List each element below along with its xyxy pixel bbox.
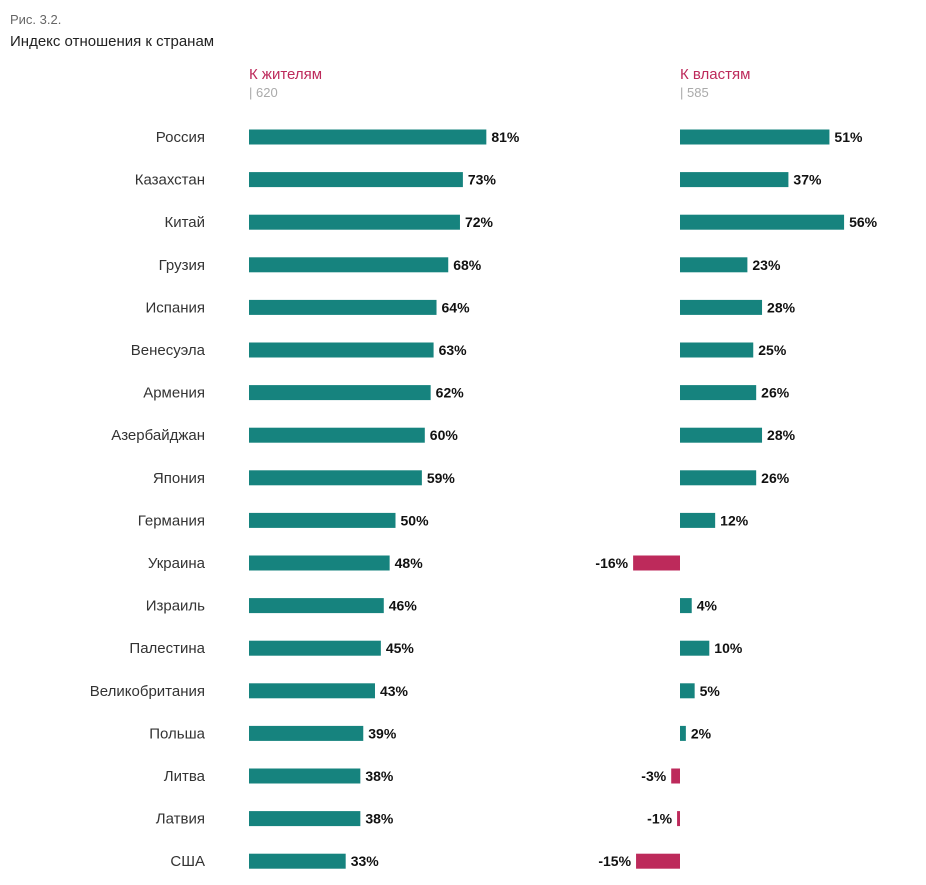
data-label: 25% bbox=[758, 342, 787, 358]
bar bbox=[680, 683, 695, 699]
data-label: 48% bbox=[395, 555, 424, 571]
series-sample-residents: | 620 bbox=[249, 85, 278, 100]
category-label: Япония bbox=[153, 470, 205, 487]
chart-title: Индекс отношения к странам bbox=[10, 33, 215, 50]
data-label: 73% bbox=[468, 172, 497, 188]
data-label: 68% bbox=[453, 257, 482, 273]
category-label: Германия bbox=[138, 512, 205, 529]
data-label: 59% bbox=[427, 470, 456, 486]
bar bbox=[249, 725, 364, 741]
category-label: Латвия bbox=[156, 811, 205, 828]
category-label: Израиль bbox=[146, 598, 205, 615]
data-label: 26% bbox=[761, 385, 790, 401]
bar bbox=[249, 683, 375, 699]
bar bbox=[680, 129, 830, 145]
bar bbox=[680, 640, 710, 656]
data-label: -3% bbox=[641, 768, 666, 784]
bar bbox=[680, 299, 763, 315]
data-label: 26% bbox=[761, 470, 790, 486]
data-label: 60% bbox=[430, 427, 459, 443]
series-sample-authorities: | 585 bbox=[680, 85, 709, 100]
bar bbox=[680, 598, 692, 614]
data-label: 28% bbox=[767, 299, 796, 315]
bar bbox=[249, 214, 460, 230]
data-label: 43% bbox=[380, 683, 409, 699]
bar bbox=[680, 470, 757, 486]
data-label: 39% bbox=[368, 725, 397, 741]
category-label: Китай bbox=[164, 214, 205, 231]
data-label: -15% bbox=[598, 853, 631, 869]
bar bbox=[249, 811, 361, 827]
data-label: 56% bbox=[849, 214, 878, 230]
figure-label: Рис. 3.2. bbox=[10, 12, 62, 27]
category-label: Великобритания bbox=[90, 683, 205, 700]
data-label: 10% bbox=[714, 640, 743, 656]
data-label: 37% bbox=[793, 172, 822, 188]
category-label: Армения bbox=[143, 385, 205, 402]
series-title-residents: К жителям bbox=[249, 66, 323, 83]
series-title-authorities: К властям bbox=[680, 66, 751, 83]
data-label: -1% bbox=[647, 811, 672, 827]
data-label: 38% bbox=[365, 811, 394, 827]
bar bbox=[680, 725, 686, 741]
bar bbox=[249, 257, 449, 273]
bar bbox=[249, 598, 384, 614]
bar bbox=[680, 427, 763, 443]
category-label: Палестина bbox=[129, 640, 205, 657]
bar bbox=[249, 427, 425, 443]
category-label: Казахстан bbox=[135, 172, 205, 189]
data-label: 45% bbox=[386, 640, 415, 656]
data-label: 72% bbox=[465, 214, 494, 230]
data-label: 2% bbox=[691, 725, 712, 741]
bar bbox=[680, 342, 754, 358]
data-label: 63% bbox=[439, 342, 468, 358]
bar bbox=[249, 555, 390, 571]
data-label: 12% bbox=[720, 512, 749, 528]
bar bbox=[671, 768, 680, 784]
data-label: 62% bbox=[436, 385, 465, 401]
data-label: 4% bbox=[697, 598, 718, 614]
data-label: 33% bbox=[351, 853, 380, 869]
category-label: Литва bbox=[164, 768, 206, 785]
category-label: Украина bbox=[148, 555, 206, 572]
bar bbox=[680, 385, 757, 401]
bar bbox=[249, 768, 361, 784]
category-label: Испания bbox=[145, 299, 205, 316]
data-label: 51% bbox=[834, 129, 863, 145]
bar bbox=[680, 512, 716, 528]
data-label: 5% bbox=[700, 683, 721, 699]
data-label: 64% bbox=[442, 299, 471, 315]
category-label: Россия bbox=[156, 129, 205, 146]
category-label: Грузия bbox=[159, 257, 205, 274]
bar bbox=[249, 640, 381, 656]
category-label: Венесуэла bbox=[131, 342, 206, 359]
bar bbox=[249, 172, 463, 188]
bar bbox=[677, 811, 680, 827]
bar bbox=[680, 172, 789, 188]
category-label: США bbox=[170, 853, 205, 870]
bar bbox=[249, 512, 396, 528]
bar bbox=[249, 342, 434, 358]
data-label: 38% bbox=[365, 768, 394, 784]
data-label: 23% bbox=[752, 257, 781, 273]
data-label: -16% bbox=[595, 555, 628, 571]
category-label: Азербайджан bbox=[111, 427, 205, 444]
bar bbox=[680, 257, 748, 273]
bar bbox=[249, 129, 487, 145]
bar bbox=[680, 214, 845, 230]
bar bbox=[633, 555, 680, 571]
data-label: 46% bbox=[389, 598, 418, 614]
bar bbox=[249, 385, 431, 401]
bar bbox=[249, 853, 346, 869]
bar bbox=[249, 470, 422, 486]
bar bbox=[249, 299, 437, 315]
bar bbox=[636, 853, 680, 869]
data-label: 28% bbox=[767, 427, 796, 443]
data-label: 50% bbox=[401, 512, 430, 528]
category-label: Польша bbox=[149, 725, 205, 742]
data-label: 81% bbox=[491, 129, 520, 145]
